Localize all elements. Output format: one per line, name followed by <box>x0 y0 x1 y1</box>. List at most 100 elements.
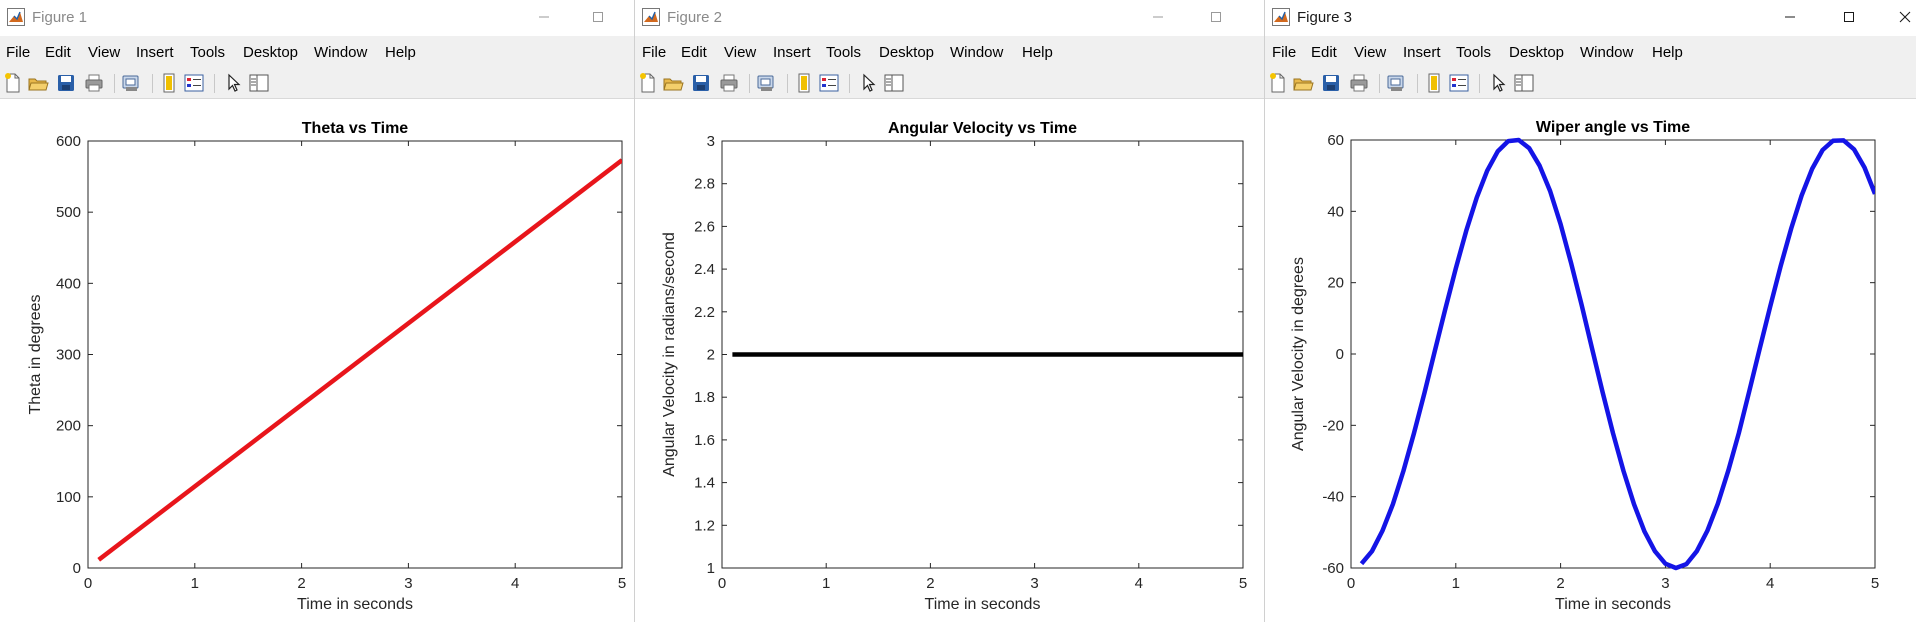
menu-help[interactable]: Help <box>1652 44 1683 61</box>
open-file-button[interactable] <box>27 72 49 94</box>
print-button[interactable] <box>83 72 105 94</box>
y-tick-label: 1.2 <box>694 517 715 534</box>
property-inspector-icon <box>1514 74 1534 92</box>
insert-legend-button[interactable] <box>818 72 840 94</box>
menu-help[interactable]: Help <box>385 44 416 61</box>
edit-plot-button[interactable] <box>1487 72 1509 94</box>
y-tick-label: 1 <box>707 560 715 577</box>
menu-edit[interactable]: Edit <box>1311 44 1337 61</box>
toolbar-separator <box>849 74 850 93</box>
link-plot-button[interactable] <box>793 72 815 94</box>
menu-file[interactable]: File <box>642 44 667 61</box>
property-inspector-button[interactable] <box>883 72 905 94</box>
menu-file[interactable]: File <box>6 44 31 61</box>
menu-tools[interactable]: Tools <box>826 44 862 61</box>
menu-window[interactable]: Window <box>950 44 1004 61</box>
insert-legend-button[interactable] <box>1448 72 1470 94</box>
menu-view[interactable]: View <box>724 44 757 61</box>
x-tick-label: 5 <box>1239 575 1247 592</box>
new-file-icon <box>1270 73 1285 93</box>
title-bar[interactable]: Figure 2 <box>635 0 1264 36</box>
close-icon <box>1899 11 1911 23</box>
maximize-button[interactable] <box>1196 2 1236 32</box>
insert-legend-button[interactable] <box>183 72 205 94</box>
y-tick-label: 60 <box>1327 132 1344 149</box>
menu-view[interactable]: View <box>88 44 121 61</box>
menu-file[interactable]: File <box>1272 44 1297 61</box>
link-plot-button[interactable] <box>1423 72 1445 94</box>
menu-window[interactable]: Window <box>314 44 368 61</box>
y-tick-label: 2.6 <box>694 218 715 235</box>
link-plot-button[interactable] <box>158 72 180 94</box>
y-tick-label: -60 <box>1322 560 1344 577</box>
y-tick-label: 0 <box>1336 346 1344 363</box>
y-tick-label: 3 <box>707 133 715 150</box>
print-button[interactable] <box>1348 72 1370 94</box>
title-bar[interactable]: Figure 1 <box>0 0 634 36</box>
print-button[interactable] <box>718 72 740 94</box>
print-preview-button[interactable] <box>120 72 142 94</box>
open-file-button[interactable] <box>662 72 684 94</box>
edit-plot-button[interactable] <box>222 72 244 94</box>
print-preview-icon <box>1387 75 1404 91</box>
save-button[interactable] <box>55 72 77 94</box>
new-figure-button[interactable] <box>637 72 659 94</box>
minimize-button[interactable] <box>1770 2 1810 32</box>
menu-window[interactable]: Window <box>1580 44 1634 61</box>
minimize-icon <box>539 16 549 18</box>
save-button[interactable] <box>1320 72 1342 94</box>
edit-plot-button[interactable] <box>857 72 879 94</box>
menu-bar: File Edit View Insert Tools Desktop Wind… <box>635 36 1264 68</box>
open-file-button[interactable] <box>1292 72 1314 94</box>
minimize-button[interactable] <box>524 2 564 32</box>
close-button[interactable] <box>1885 2 1916 32</box>
matlab-logo-icon <box>7 8 25 26</box>
y-tick-label: 1.6 <box>694 432 715 449</box>
maximize-button[interactable] <box>1829 2 1869 32</box>
toolbar <box>0 68 634 99</box>
print-icon <box>720 74 738 92</box>
minimize-icon <box>1153 16 1163 18</box>
new-figure-button[interactable] <box>1267 72 1289 94</box>
save-button[interactable] <box>690 72 712 94</box>
x-tick-label: 1 <box>1452 575 1460 592</box>
toolbar-separator <box>749 74 750 93</box>
menu-tools[interactable]: Tools <box>1456 44 1492 61</box>
minimize-button[interactable] <box>1138 2 1178 32</box>
link-plot-icon <box>1428 73 1440 93</box>
menu-insert[interactable]: Insert <box>136 44 174 61</box>
insert-legend-icon <box>184 74 204 92</box>
print-preview-button[interactable] <box>755 72 777 94</box>
chart-title: Theta vs Time <box>302 120 409 137</box>
property-inspector-button[interactable] <box>1513 72 1535 94</box>
print-preview-icon <box>122 75 139 91</box>
y-tick-label: 20 <box>1327 275 1344 292</box>
axes-box <box>1350 139 1876 569</box>
menu-desktop[interactable]: Desktop <box>243 44 299 61</box>
link-plot-icon <box>798 73 810 93</box>
menu-help[interactable]: Help <box>1022 44 1053 61</box>
print-preview-button[interactable] <box>1385 72 1407 94</box>
y-tick-label: 300 <box>56 347 81 364</box>
title-bar[interactable]: Figure 3 <box>1265 0 1916 36</box>
figure-3-window: Figure 3 File Edit View Insert Tools Des… <box>1264 0 1916 622</box>
property-inspector-button[interactable] <box>248 72 270 94</box>
y-tick-label: 500 <box>56 204 81 221</box>
y-tick-label: 600 <box>56 133 81 150</box>
y-tick-label: 1.8 <box>694 389 715 406</box>
menu-insert[interactable]: Insert <box>773 44 811 61</box>
toolbar-separator <box>152 74 153 93</box>
y-tick-label: 40 <box>1327 203 1344 220</box>
menu-view[interactable]: View <box>1354 44 1387 61</box>
menu-desktop[interactable]: Desktop <box>1509 44 1565 61</box>
figure-area: 0 1 2 3 4 5 1 1.2 1.4 1.6 1.8 2 2.2 2.4 2.6 2.8 3 Angular… <box>635 99 1264 622</box>
maximize-button[interactable] <box>578 2 618 32</box>
new-figure-button[interactable] <box>2 72 24 94</box>
x-tick-label: 2 <box>1556 575 1564 592</box>
print-icon <box>85 74 103 92</box>
menu-edit[interactable]: Edit <box>45 44 71 61</box>
menu-insert[interactable]: Insert <box>1403 44 1441 61</box>
menu-tools[interactable]: Tools <box>190 44 226 61</box>
menu-edit[interactable]: Edit <box>681 44 707 61</box>
menu-desktop[interactable]: Desktop <box>879 44 935 61</box>
